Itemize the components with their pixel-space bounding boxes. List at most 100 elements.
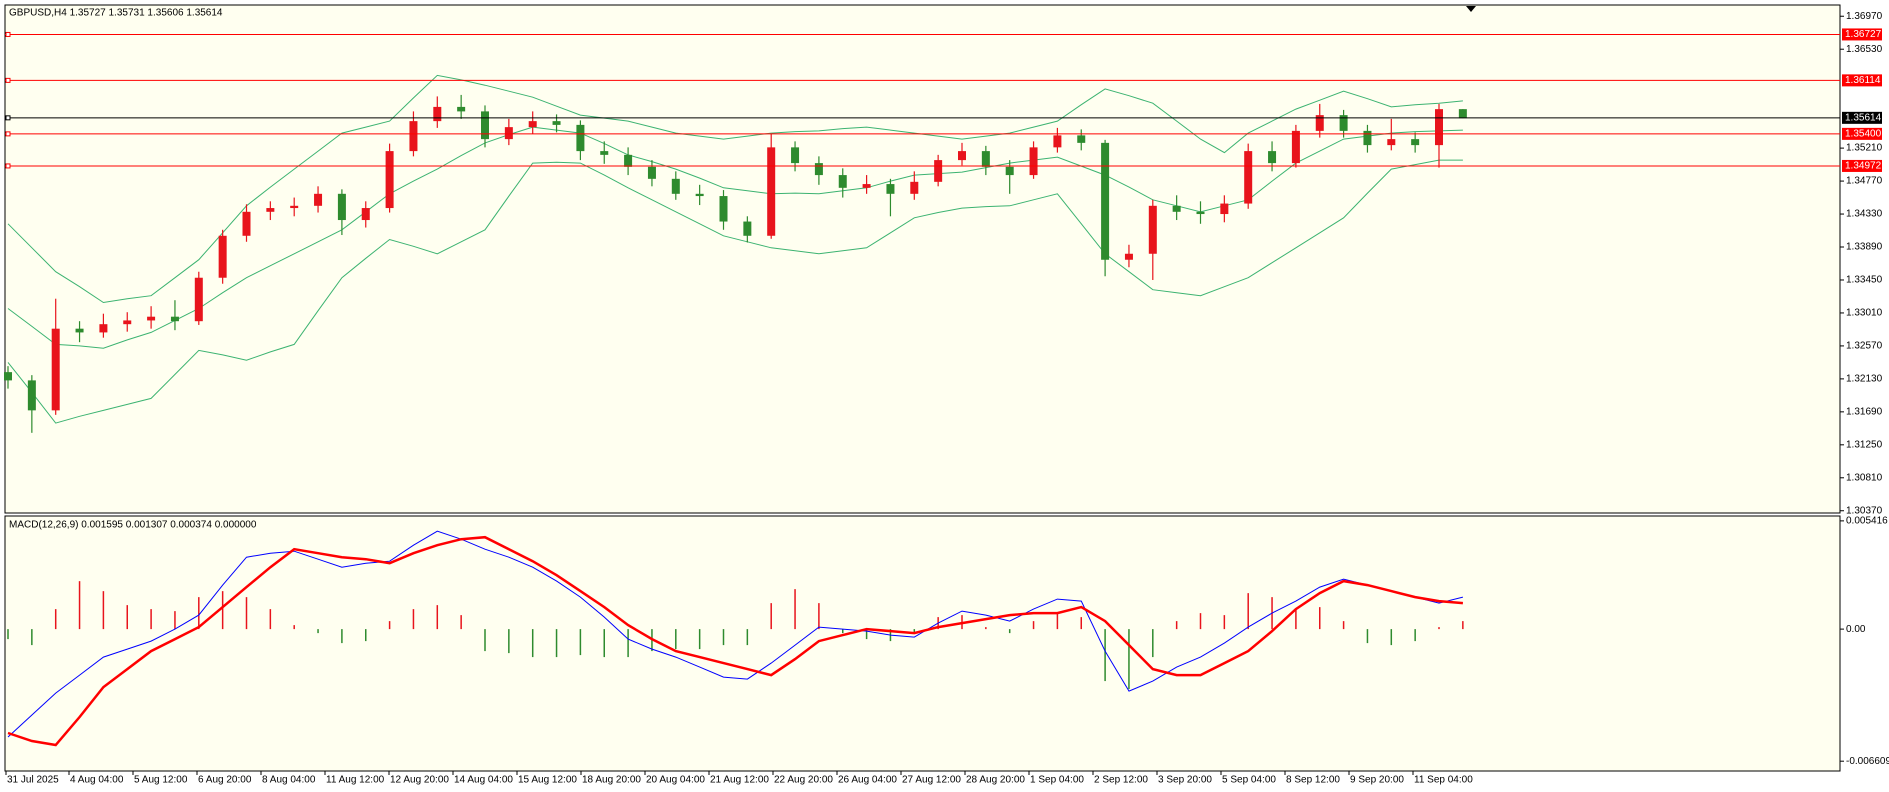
candle-body bbox=[266, 208, 275, 212]
candle-body bbox=[481, 111, 489, 140]
candle-body bbox=[1268, 151, 1277, 164]
y-tick-label: 1.36970 bbox=[1846, 11, 1883, 22]
candle-body bbox=[576, 124, 585, 152]
candle-body bbox=[886, 184, 895, 194]
y-tick-label: 1.36530 bbox=[1846, 44, 1883, 55]
x-tick-label: 9 Sep 20:00 bbox=[1350, 775, 1404, 786]
price-line-handle bbox=[5, 31, 11, 37]
candle-body bbox=[1077, 135, 1086, 143]
price-label-box bbox=[1842, 159, 1882, 172]
candle-body bbox=[1411, 139, 1420, 146]
candle-body bbox=[1196, 211, 1205, 215]
x-tick-label: 5 Aug 12:00 bbox=[134, 775, 188, 786]
candle-body bbox=[1172, 205, 1181, 212]
y-tick-label: 1.34330 bbox=[1846, 209, 1883, 220]
candle-body bbox=[695, 193, 704, 197]
candle-body bbox=[1458, 109, 1467, 119]
y-tick-label: 1.33010 bbox=[1846, 308, 1883, 319]
candle-body bbox=[528, 121, 537, 128]
candle-body bbox=[671, 178, 680, 194]
shift-marker bbox=[1466, 6, 1476, 12]
candle-body bbox=[1053, 135, 1062, 148]
price-label: 1.35400 bbox=[1845, 129, 1882, 140]
x-tick-label: 1 Sep 04:00 bbox=[1030, 775, 1084, 786]
price-label: 1.35614 bbox=[1845, 112, 1882, 123]
price-label: 1.34972 bbox=[1845, 161, 1882, 172]
y-tick-label: 0.00 bbox=[1846, 624, 1866, 635]
x-tick-label: 28 Aug 20:00 bbox=[966, 775, 1025, 786]
price-label-box bbox=[1842, 28, 1882, 41]
candle-body bbox=[504, 127, 513, 140]
price-label-box bbox=[1842, 127, 1882, 140]
x-tick-label: 11 Aug 12:00 bbox=[326, 775, 385, 786]
candle-body bbox=[123, 320, 132, 325]
x-tick-label: 27 Aug 12:00 bbox=[902, 775, 961, 786]
candle-body bbox=[170, 316, 179, 322]
plot-layer: 1.36970 1.36530 1.35210 1.34770 1.34330 1.338… bbox=[4, 11, 1889, 786]
candle-body bbox=[1291, 130, 1300, 164]
macd-pane bbox=[4, 515, 1841, 772]
x-tick-label: 18 Aug 20:00 bbox=[582, 775, 641, 786]
price-line-handle bbox=[5, 115, 11, 121]
x-tick-label: 2 Sep 12:00 bbox=[1094, 775, 1148, 786]
candle-body bbox=[1005, 166, 1014, 176]
signal-line bbox=[7, 535, 1464, 747]
candle-body bbox=[1029, 147, 1038, 176]
chart-title: GBPUSD,H4 1.35727 1.35731 1.35606 1.3561… bbox=[9, 8, 223, 19]
candle-body bbox=[457, 106, 466, 112]
candle-body bbox=[1339, 115, 1348, 131]
price-label: 1.36727 bbox=[1845, 29, 1882, 40]
y-tick-label: 1.32570 bbox=[1846, 341, 1883, 352]
candle-body bbox=[1101, 142, 1110, 260]
candle-body bbox=[791, 147, 800, 164]
candle-body bbox=[1315, 115, 1324, 131]
candle-body bbox=[337, 193, 346, 221]
candle-body bbox=[600, 151, 609, 155]
candle-body bbox=[1363, 130, 1372, 146]
x-tick-label: 8 Sep 12:00 bbox=[1286, 775, 1340, 786]
candle-body bbox=[194, 277, 203, 322]
y-tick-label: 1.35210 bbox=[1846, 143, 1883, 154]
candle-body bbox=[314, 193, 323, 206]
x-tick-label: 8 Aug 04:00 bbox=[262, 775, 316, 786]
candle-body bbox=[552, 121, 561, 125]
y-tick-label: 1.31690 bbox=[1846, 406, 1883, 417]
candle-body bbox=[51, 328, 60, 411]
bollinger-band bbox=[7, 74, 1463, 304]
candle-body bbox=[99, 324, 108, 333]
x-tick-label: 22 Aug 20:00 bbox=[774, 775, 833, 786]
candle-body bbox=[981, 151, 990, 167]
candle-body bbox=[385, 151, 394, 209]
price-line-handle bbox=[5, 77, 11, 83]
candle-body bbox=[242, 211, 251, 236]
candle-body bbox=[1244, 151, 1253, 204]
y-tick-label: 0.005416 bbox=[1846, 516, 1888, 527]
candle-body bbox=[1220, 203, 1229, 215]
x-tick-label: 21 Aug 12:00 bbox=[710, 775, 769, 786]
candle-body bbox=[814, 163, 823, 176]
candle-body bbox=[27, 380, 36, 411]
price-label-box bbox=[1842, 111, 1882, 124]
candle-body bbox=[1387, 139, 1396, 146]
candle-body bbox=[719, 196, 728, 222]
macd-title: MACD(12,26,9) 0.001595 0.001307 0.000374… bbox=[9, 520, 257, 531]
candle-body bbox=[743, 221, 752, 236]
candle-body bbox=[934, 160, 943, 182]
candle-body bbox=[218, 235, 227, 278]
candle-body bbox=[838, 175, 847, 188]
y-tick-label: 1.33450 bbox=[1846, 275, 1883, 286]
candle-body bbox=[958, 151, 966, 161]
candle-body bbox=[409, 121, 418, 152]
candle-body bbox=[862, 184, 871, 188]
candle-body bbox=[361, 208, 370, 221]
y-tick-label: 1.31250 bbox=[1846, 439, 1883, 450]
x-tick-label: 6 Aug 20:00 bbox=[198, 775, 252, 786]
x-tick-label: 11 Sep 04:00 bbox=[1414, 775, 1473, 786]
x-tick-label: 14 Aug 04:00 bbox=[454, 775, 513, 786]
main-pane bbox=[4, 4, 1841, 514]
candle-body bbox=[290, 205, 299, 209]
x-tick-label: 5 Sep 04:00 bbox=[1222, 775, 1276, 786]
y-tick-label: 1.33890 bbox=[1846, 242, 1883, 253]
candle-body bbox=[767, 147, 776, 236]
candle-body bbox=[75, 328, 84, 333]
